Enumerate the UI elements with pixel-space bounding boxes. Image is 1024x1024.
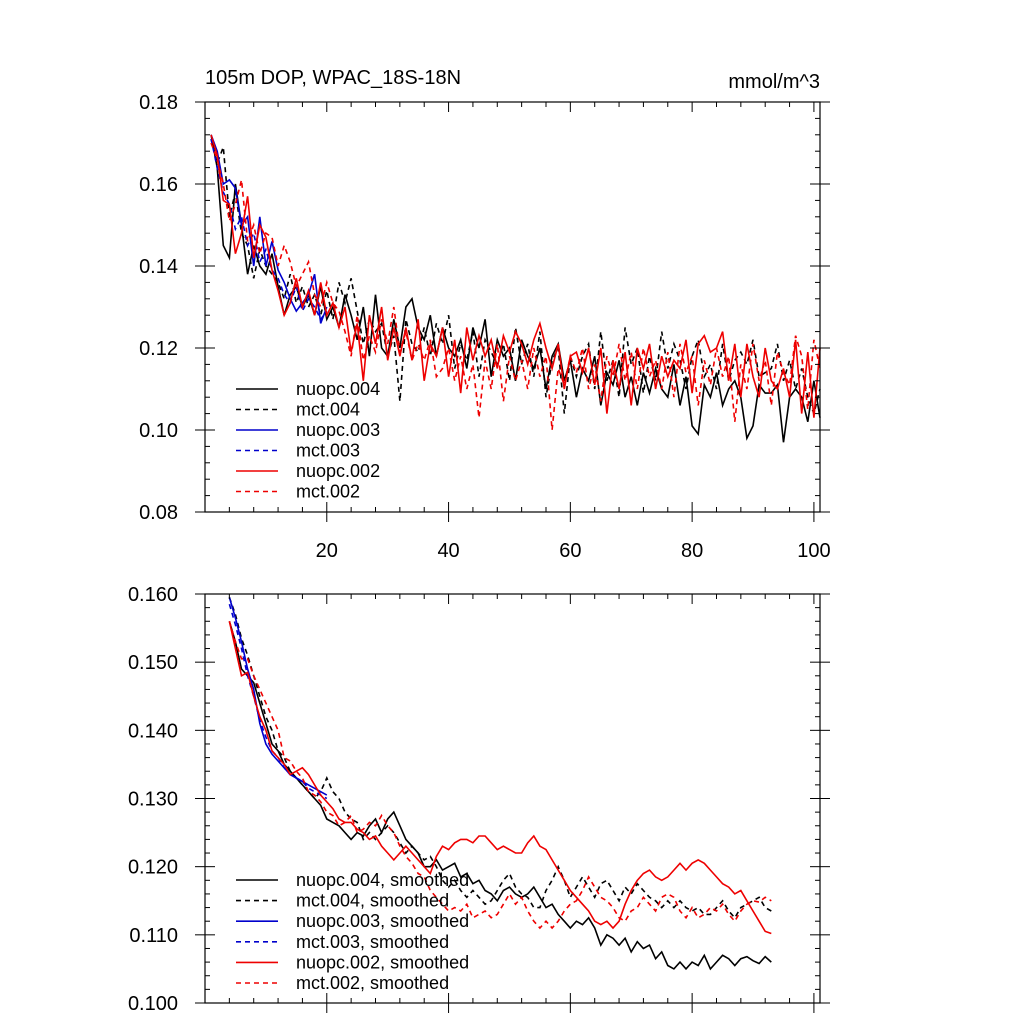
y-tick-label: 0.110 (129, 925, 178, 947)
legend-label: mct.002, smoothed (296, 973, 449, 993)
legend-label: nuopc.004 (296, 379, 380, 399)
y-tick-label: 0.140 (128, 720, 178, 742)
y-tick-label: 0.100 (128, 993, 178, 1015)
x-tick-label: 100 (797, 540, 830, 562)
series-line-nuopc-002-smoothed (228, 621, 772, 935)
y-tick-label: 0.150 (128, 652, 178, 674)
top-panel-legend: nuopc.004mct.004nuopc.003mct.003nuopc.00… (236, 379, 380, 502)
legend-label: nuopc.003 (296, 420, 380, 440)
y-tick-label: 0.130 (128, 789, 178, 811)
series-line-mct-002 (210, 142, 821, 431)
legend-label: mct.002 (296, 482, 360, 502)
top-panel-units: mmol/m^3 (728, 71, 820, 93)
plot-frame (204, 101, 821, 513)
top-panel-lines (210, 134, 821, 443)
top-panel-axes: 20 40 60 80 100 0.08 0.10 0.12 0.14 0.16 0.18 (139, 92, 831, 562)
y-tick-label: 0.160 (128, 584, 178, 606)
y-tick-label: 0.120 (128, 857, 178, 879)
series-line-mct-002-smoothed (228, 621, 772, 930)
y-tick-label: 0.14 (139, 256, 178, 278)
x-tick-label: 60 (559, 540, 581, 562)
y-tick-label: 0.16 (139, 174, 178, 196)
x-tick-label: 80 (681, 540, 703, 562)
bottom-panel: 0.100 0.110 0.120 0.130 0.140 0.150 0.160 nuop… (128, 584, 830, 1015)
legend-label: mct.004, smoothed (296, 891, 449, 911)
legend-label: mct.003, smoothed (296, 932, 449, 952)
y-tick-label: 0.18 (139, 92, 178, 114)
series-line-nuopc-004-smoothed (228, 621, 772, 971)
y-tick-label: 0.10 (139, 420, 178, 442)
bottom-panel-lines (228, 597, 772, 971)
top-panel: 105m DOP, WPAC_18S-18N mmol/m^3 20 40 60 80… (139, 67, 831, 562)
y-tick-label: 0.08 (139, 502, 178, 524)
legend-label: mct.004 (296, 400, 360, 420)
x-tick-label: 40 (437, 540, 459, 562)
legend-label: nuopc.004, smoothed (296, 870, 469, 890)
x-tick-label: 20 (316, 540, 338, 562)
legend-label: mct.003 (296, 441, 360, 461)
legend-label: nuopc.003, smoothed (296, 911, 469, 931)
series-line-nuopc-003-smoothed (228, 597, 328, 796)
bottom-panel-axes: 0.100 0.110 0.120 0.130 0.140 0.150 0.160 (128, 584, 830, 1015)
y-tick-label: 0.12 (139, 338, 178, 360)
legend-label: nuopc.002, smoothed (296, 952, 469, 972)
series-line-mct-004 (210, 138, 821, 417)
series-line-mct-003-smoothed (228, 603, 328, 800)
top-panel-title: 105m DOP, WPAC_18S-18N (205, 67, 461, 89)
series-line-nuopc-002 (210, 134, 821, 418)
legend-label: nuopc.002 (296, 461, 380, 481)
